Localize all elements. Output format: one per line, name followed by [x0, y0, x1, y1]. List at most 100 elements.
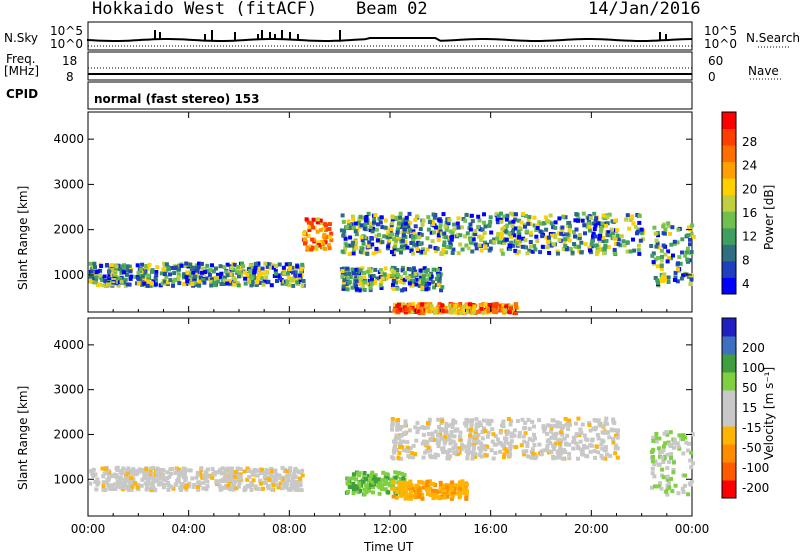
velocity-panel-cell: [300, 468, 305, 473]
velocity-panel-cell: [377, 477, 382, 482]
power-panel-cell: [513, 217, 518, 222]
velocity-panel-cell: [556, 424, 560, 429]
velocity-panel-cell: [195, 471, 200, 475]
power-panel-cell: [630, 214, 635, 219]
power-panel-cell: [604, 239, 609, 243]
power-panel-cell: [318, 228, 323, 233]
power-panel-cell: [196, 265, 201, 270]
velocity-panel-cell: [565, 433, 570, 438]
velocity-panel-cell: [559, 451, 564, 456]
power-panel-colorbar-cell: [722, 145, 736, 163]
velocity-panel-cell: [96, 480, 101, 485]
velocity-panel-cell: [600, 446, 605, 451]
power-panel-cell: [194, 268, 199, 273]
power-panel-cell: [655, 231, 660, 235]
power-panel-cell: [310, 225, 315, 230]
power-panel-cell: [224, 270, 229, 275]
velocity-panel-cell: [523, 431, 528, 436]
velocity-panel-cell: [465, 489, 469, 494]
velocity-panel-cell: [600, 456, 605, 461]
velocity-panel-cell: [298, 476, 302, 481]
velocity-panel-cell: [449, 430, 454, 435]
power-panel-cell: [391, 283, 395, 287]
velocity-panel-cell: [245, 466, 250, 471]
velocity-panel-cell: [444, 427, 448, 432]
power-panel-cell: [361, 241, 366, 246]
power-panel-cell: [600, 239, 605, 243]
velocity-panel-cell: [447, 433, 452, 438]
velocity-panel-cell: [130, 484, 135, 489]
velocity-panel-cell: [430, 431, 435, 436]
power-panel-cell: [201, 277, 206, 282]
power-panel-cell: [666, 221, 671, 226]
power-panel-cell: [470, 249, 475, 254]
velocity-panel-cell: [603, 456, 608, 461]
power-panel-colorbar-tick: 28: [742, 135, 757, 149]
power-panel-cell: [185, 270, 190, 275]
power-panel-cell: [394, 238, 399, 243]
velocity-panel-cell: [572, 438, 577, 442]
power-panel-cell: [511, 229, 515, 234]
velocity-panel-cell: [426, 487, 431, 492]
velocity-panel-cell: [555, 438, 560, 443]
power-panel-cell: [263, 261, 268, 266]
power-panel-cell: [190, 266, 195, 271]
power-panel-cell: [688, 242, 692, 247]
power-panel-cell: [324, 223, 328, 228]
velocity-panel-cell: [403, 430, 408, 435]
power-panel-cell: [266, 279, 271, 284]
velocity-panel-cell: [551, 444, 556, 449]
power-panel-cell: [579, 250, 584, 255]
power-panel-cell: [354, 271, 359, 276]
velocity-panel-cell: [532, 424, 536, 429]
power-panel-cell: [281, 268, 286, 273]
velocity-panel-cell: [160, 473, 165, 478]
power-panel-cell: [356, 220, 361, 225]
power-panel-cell: [460, 247, 465, 252]
velocity-panel-cell: [548, 449, 553, 454]
power-panel-cell: [437, 266, 442, 271]
velocity-panel-cell: [522, 439, 527, 444]
power-panel-cell: [479, 238, 484, 243]
power-panel-cell: [389, 227, 394, 231]
power-panel-cell: [245, 272, 250, 277]
power-panel-cell: [136, 276, 141, 281]
power-panel-cell: [393, 244, 398, 249]
velocity-panel-cell: [149, 487, 154, 492]
power-panel-cell: [513, 248, 518, 253]
velocity-panel-cell: [293, 487, 298, 492]
power-panel-cell: [114, 266, 118, 271]
power-panel-cell: [573, 244, 578, 249]
velocity-panel-cell: [426, 445, 431, 450]
velocity-panel-cell: [681, 451, 686, 456]
power-panel-cell: [419, 232, 424, 237]
velocity-panel-cell: [227, 478, 232, 482]
velocity-panel-cell: [425, 480, 430, 485]
velocity-panel-cell: [223, 474, 228, 479]
velocity-panel-cell: [187, 481, 192, 486]
velocity-panel-cell: [101, 474, 106, 479]
power-panel-cell: [240, 261, 244, 266]
velocity-panel-cell: [437, 489, 441, 494]
power-panel-cell: [691, 234, 696, 239]
velocity-panel-cell: [402, 473, 407, 477]
velocity-panel-ytick-label: 2000: [53, 427, 84, 441]
velocity-panel-cell: [151, 475, 156, 480]
power-panel-cell: [370, 236, 374, 241]
power-panel-cell: [480, 235, 485, 240]
power-panel-cell: [112, 272, 117, 277]
velocity-panel-cell: [347, 485, 352, 490]
power-panel-cell: [625, 249, 630, 254]
power-panel-cell: [192, 280, 197, 285]
power-panel-cell: [286, 275, 291, 280]
power-panel-cell: [553, 220, 558, 225]
velocity-panel-cell: [603, 444, 608, 449]
power-panel-cell: [528, 222, 533, 227]
power-panel-cell: [635, 213, 640, 217]
power-panel-cell: [358, 249, 363, 254]
velocity-panel-cell: [398, 427, 403, 432]
power-panel-cell: [216, 279, 221, 284]
power-panel-cell: [500, 227, 505, 232]
power-panel-cell: [205, 263, 210, 268]
power-panel-cell: [370, 229, 375, 234]
